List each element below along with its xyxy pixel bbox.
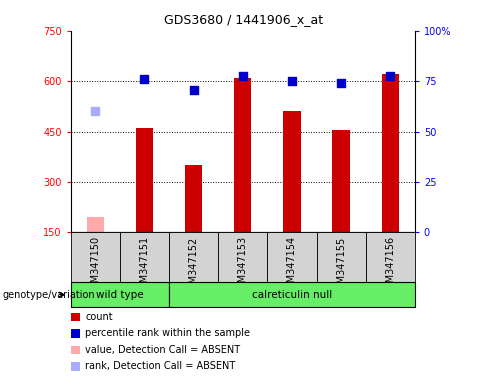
Text: GSM347152: GSM347152 bbox=[189, 236, 199, 296]
Bar bbox=[382, 74, 399, 232]
Bar bbox=[234, 78, 251, 232]
Point bbox=[288, 78, 296, 84]
Text: calreticulin null: calreticulin null bbox=[252, 290, 332, 300]
Bar bbox=[366, 232, 415, 282]
Text: percentile rank within the sample: percentile rank within the sample bbox=[85, 328, 250, 338]
Point bbox=[91, 108, 99, 114]
Text: GSM347156: GSM347156 bbox=[385, 236, 395, 295]
Bar bbox=[120, 232, 169, 282]
Bar bbox=[169, 232, 218, 282]
Bar bbox=[317, 232, 366, 282]
Text: genotype/variation: genotype/variation bbox=[2, 290, 95, 300]
Point bbox=[337, 80, 345, 86]
Text: GSM347154: GSM347154 bbox=[287, 236, 297, 295]
Point bbox=[386, 73, 394, 79]
Bar bbox=[332, 130, 350, 232]
Text: value, Detection Call = ABSENT: value, Detection Call = ABSENT bbox=[85, 345, 241, 355]
Bar bbox=[87, 217, 104, 232]
Bar bbox=[136, 128, 153, 232]
Text: GSM347150: GSM347150 bbox=[90, 236, 101, 295]
Bar bbox=[71, 282, 169, 307]
Bar bbox=[185, 165, 202, 232]
Point bbox=[190, 86, 198, 93]
Bar bbox=[218, 232, 267, 282]
Bar bbox=[284, 111, 301, 232]
Point bbox=[141, 76, 148, 83]
Text: wild type: wild type bbox=[96, 290, 144, 300]
Text: GDS3680 / 1441906_x_at: GDS3680 / 1441906_x_at bbox=[164, 13, 324, 26]
Text: GSM347155: GSM347155 bbox=[336, 236, 346, 296]
Text: count: count bbox=[85, 312, 113, 322]
Bar bbox=[71, 232, 120, 282]
Bar bbox=[267, 232, 317, 282]
Bar bbox=[169, 282, 415, 307]
Point bbox=[239, 73, 247, 79]
Text: GSM347151: GSM347151 bbox=[140, 236, 149, 295]
Text: rank, Detection Call = ABSENT: rank, Detection Call = ABSENT bbox=[85, 361, 236, 371]
Text: GSM347153: GSM347153 bbox=[238, 236, 248, 295]
